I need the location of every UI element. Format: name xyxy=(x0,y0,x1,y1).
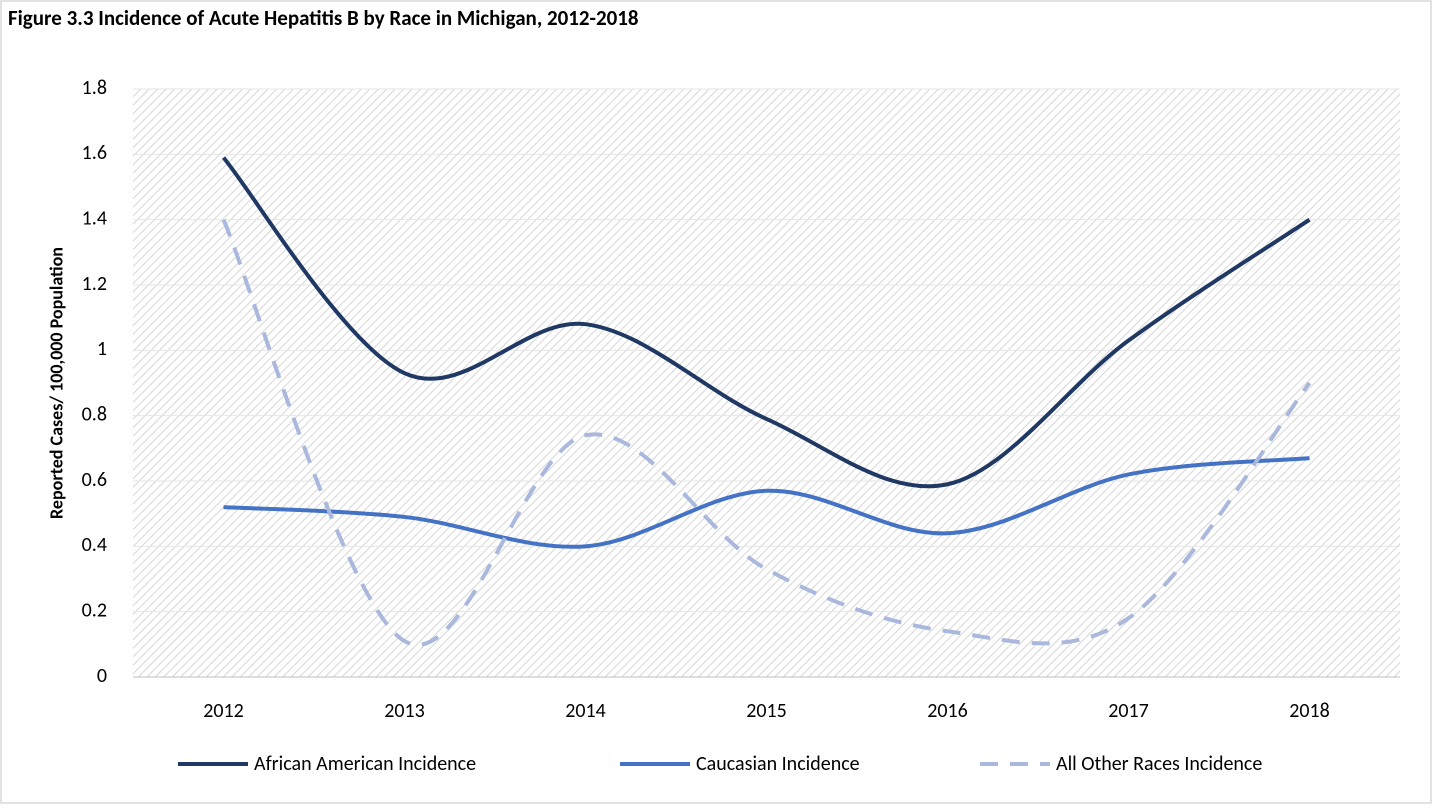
y-tick-label: 1.4 xyxy=(82,206,107,230)
x-tick-label: 2014 xyxy=(565,699,606,723)
chart-title: Figure 3.3 Incidence of Acute Hepatitis … xyxy=(8,5,639,31)
y-tick-label: 0.6 xyxy=(82,468,107,492)
plot-area xyxy=(133,89,1400,677)
legend-label: African American Incidence xyxy=(254,752,476,776)
y-tick-label: 1.8 xyxy=(82,76,107,100)
x-tick-label: 2012 xyxy=(203,699,244,723)
x-tick-label: 2017 xyxy=(1108,699,1149,723)
x-tick-label: 2018 xyxy=(1289,699,1330,723)
y-tick-label: 0.8 xyxy=(82,402,107,426)
legend-label: All Other Races Incidence xyxy=(1056,752,1262,776)
series-line xyxy=(223,456,1310,549)
y-axis-label: Reported Cases/ 100,000 Population xyxy=(45,247,67,519)
y-tick-label: 1.6 xyxy=(82,141,107,165)
series-line xyxy=(221,156,1311,489)
y-tick-label: 0.2 xyxy=(82,598,107,622)
x-tick-label: 2016 xyxy=(927,699,968,723)
y-tick-label: 0 xyxy=(97,664,107,688)
y-tick-label: 0.4 xyxy=(82,533,107,557)
x-tick-label: 2015 xyxy=(746,699,787,723)
legend-label: Caucasian Incidence xyxy=(696,752,860,776)
y-tick-label: 1 xyxy=(97,337,107,361)
y-tick-label: 1.2 xyxy=(82,272,107,296)
series-line xyxy=(221,218,1312,647)
x-tick-label: 2013 xyxy=(384,699,425,723)
